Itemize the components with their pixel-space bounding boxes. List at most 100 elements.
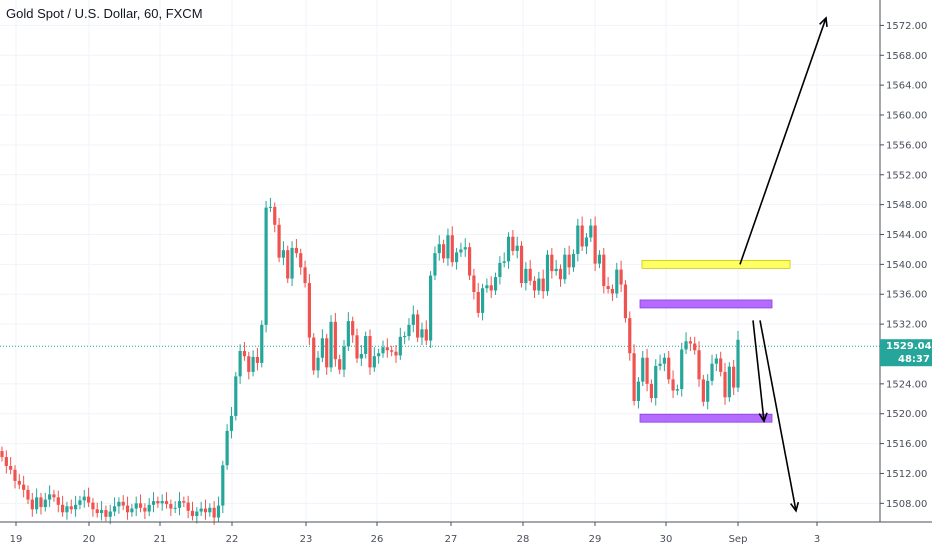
candle-body: [576, 225, 580, 254]
candle-body: [186, 502, 190, 511]
candle-body: [177, 501, 182, 508]
candle-body: [394, 351, 398, 356]
yellow-zone: [641, 259, 791, 269]
candle-body: [43, 499, 47, 508]
candle-body: [329, 321, 333, 368]
candle-body: [151, 501, 156, 505]
candle-body: [173, 507, 177, 509]
candle-body: [9, 465, 13, 470]
candle-body: [130, 508, 134, 513]
candle-body: [537, 278, 541, 291]
candle-body: [0, 451, 4, 458]
time-tick-label: 19: [10, 534, 23, 545]
candle-body: [286, 250, 290, 279]
candle-body: [697, 350, 701, 380]
candle-body: [364, 336, 368, 354]
candle-body: [195, 511, 199, 517]
candle-body: [610, 289, 615, 294]
price-tick-label: 1512.00: [886, 469, 927, 480]
candle-body: [541, 278, 545, 292]
candle-body: [727, 366, 731, 398]
time-tick-label: 28: [517, 534, 530, 545]
candle-body: [463, 247, 467, 250]
candle-body: [325, 338, 329, 368]
candle-body: [381, 347, 385, 354]
candle-body: [437, 244, 441, 254]
candle-body: [532, 280, 537, 291]
candle-body: [30, 499, 34, 510]
candle-body: [493, 277, 498, 291]
price-axis[interactable]: 1572.00 1568.00 1564.00 1560.00 1556.00 1552.…: [880, 21, 927, 510]
candle-body: [182, 501, 186, 503]
candle-body: [641, 357, 645, 382]
price-tick-label: 1544.00: [886, 230, 927, 241]
candle-body: [706, 380, 710, 402]
candle-body: [99, 510, 104, 514]
purple-zone: [639, 413, 773, 423]
candle-body: [645, 357, 649, 384]
price-tick-label: 1548.00: [886, 200, 927, 211]
candle-body: [524, 268, 528, 284]
candle-body: [48, 494, 52, 500]
candle-body: [229, 415, 234, 431]
time-axis[interactable]: 19 20 21 22 23 26 27 28 29 30 Sep 3: [10, 522, 821, 545]
annotation-zones[interactable]: [639, 259, 791, 423]
candle-body: [143, 507, 147, 512]
candle-body: [346, 321, 350, 347]
candle-body: [420, 329, 424, 338]
candle-body: [22, 484, 26, 490]
arrowhead: [790, 501, 800, 513]
candle-body: [78, 500, 82, 505]
candle-body: [446, 235, 450, 259]
price-tick-label: 1568.00: [886, 51, 927, 62]
arrowhead: [758, 412, 768, 424]
current-price-badge-bg: [880, 339, 932, 367]
candle-body: [208, 507, 212, 513]
candle-body: [528, 268, 532, 281]
candle-body: [17, 480, 21, 485]
annotation-arrows[interactable]: [739, 16, 828, 513]
candle-body: [216, 505, 221, 518]
candle-body: [671, 379, 675, 391]
candle-body: [567, 254, 571, 268]
candle-body: [351, 321, 355, 336]
candle-body: [138, 503, 143, 508]
candle-body: [112, 506, 117, 512]
candle-body: [571, 253, 576, 268]
time-tick-label: 21: [154, 534, 167, 545]
candle-body: [277, 224, 281, 258]
purple-zone: [639, 299, 773, 309]
candle-body: [545, 254, 550, 292]
candle-body: [433, 253, 437, 276]
candle-body: [225, 430, 229, 466]
candle-body: [333, 321, 337, 360]
candle-body: [242, 350, 247, 357]
candle-body: [667, 357, 671, 380]
candle-body: [558, 268, 563, 280]
price-tick-label: 1524.00: [886, 379, 927, 390]
candle-body: [442, 244, 446, 259]
candle-body: [35, 497, 39, 510]
candle-body: [4, 457, 8, 466]
candle-body: [164, 501, 169, 505]
candle-body: [355, 335, 359, 359]
candle-body: [654, 365, 658, 399]
trend-arrow-line: [739, 17, 827, 265]
time-tick-label: 26: [371, 534, 384, 545]
candle-body: [160, 501, 164, 504]
candle-body: [121, 501, 125, 506]
current-price-label: 1529.04: [886, 341, 932, 352]
candle-body: [65, 506, 69, 513]
candle-body: [688, 341, 692, 344]
candle-body: [615, 269, 619, 294]
candle-body: [338, 359, 342, 370]
candle-body: [26, 489, 30, 500]
candle-body: [147, 504, 151, 512]
candle-body: [429, 275, 433, 341]
candle-body: [563, 254, 567, 280]
candle-body: [606, 286, 610, 290]
candle-body: [238, 350, 242, 377]
candle-body: [710, 363, 714, 381]
price-tick-label: 1564.00: [886, 81, 927, 92]
